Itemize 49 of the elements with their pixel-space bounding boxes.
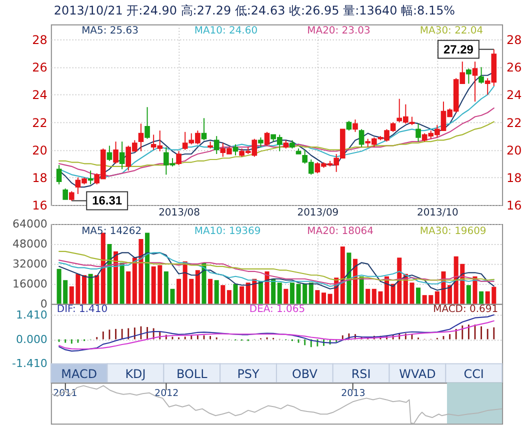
category-label: BOLL (176, 367, 208, 382)
y-tick-label: 28 (32, 33, 48, 48)
y2-tick-label: 22 (506, 116, 522, 130)
y-tick-label: 0 (40, 297, 48, 310)
x-tick-label: 2013/09 (297, 208, 339, 218)
y-tick-label: 16 (32, 198, 48, 213)
y2-tick-label: 28 (506, 33, 522, 48)
y2-tick-label: 18 (506, 170, 522, 185)
annotation: 27.29 (443, 42, 474, 56)
y-tick-label: 22 (32, 116, 48, 130)
category-label: KDJ (125, 367, 146, 382)
y2-tick-label: 24 (506, 88, 522, 102)
text: MA5: 25.63 (82, 25, 138, 36)
category-label: OBV (292, 367, 318, 382)
y-tick-label: 24 (32, 88, 48, 102)
category-label: MACD (61, 367, 98, 382)
text: MA30: 22.04 (420, 25, 484, 36)
category-label: CCI (464, 367, 484, 382)
y2-tick-label: 20 (506, 143, 522, 158)
x-tick-label: 2013/10 (416, 208, 458, 218)
y2-tick-label: 16 (506, 198, 522, 213)
y-tick-label: 64000 (12, 217, 48, 230)
y-tick-label: 16000 (12, 277, 48, 290)
text: DIF: 1.410 (56, 304, 108, 315)
text: MA30: 19609 (420, 226, 486, 237)
category-label: WVAD (399, 367, 436, 382)
text: MA20: 18064 (307, 226, 374, 237)
x-tick-label: 2013/08 (158, 208, 200, 218)
series-label: MACD: 0.691 (433, 304, 498, 315)
text: MA10: 24.60 (194, 25, 258, 36)
x-tick-label: 2012 (154, 388, 179, 400)
text: MA10: 19369 (194, 226, 261, 237)
y2-tick-label: 26 (506, 60, 522, 75)
x-tick-label: 2013 (341, 388, 366, 400)
y-tick-label: -1.410 (12, 357, 48, 370)
y-tick-label: 18 (32, 170, 48, 185)
category-label: PSY (237, 367, 260, 382)
series-label: MA5: 14262 (82, 226, 142, 237)
series-label: DEA: 1.065 (249, 304, 306, 315)
chart-title: 2013/10/21 开:24.90 高:27.29 低:24.63 收:26.95 量:13640 幅:8.15% (54, 3, 456, 18)
y-tick-label: 48000 (12, 237, 48, 250)
y-tick-label: 1.410 (16, 308, 48, 322)
y-tick-label: 26 (32, 60, 48, 75)
y-tick-label: 32000 (12, 257, 48, 270)
text: MA20: 23.03 (307, 25, 370, 36)
y-tick-label: 0.000 (16, 332, 48, 346)
category-label: RSI (351, 367, 371, 382)
annotation: 16.31 (92, 194, 122, 208)
y-tick-label: 20 (32, 143, 48, 158)
